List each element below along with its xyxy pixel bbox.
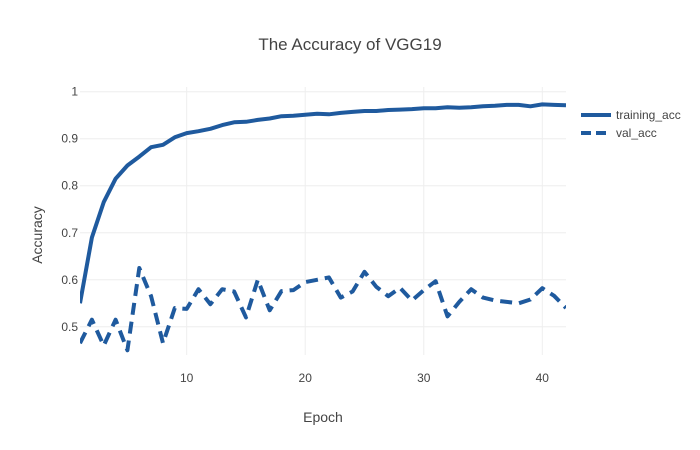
x-tick-label: 30 [417, 371, 431, 385]
legend-label: val_acc [616, 126, 657, 140]
x-tick-label: 20 [299, 371, 313, 385]
y-tick-label: 0.8 [61, 179, 78, 193]
y-tick-label: 0.5 [61, 320, 78, 334]
axis-ticks: 0.5 0.6 0.7 0.8 0.9 1 10 20 30 40 [61, 85, 549, 385]
y-tick-label: 0.7 [61, 226, 78, 240]
plot-area [80, 102, 566, 353]
y-axis-title: Accuracy [29, 206, 45, 264]
x-tick-label: 10 [180, 371, 194, 385]
chart-title: The Accuracy of VGG19 [258, 35, 441, 54]
y-tick-label: 0.9 [61, 132, 78, 146]
y-tick-label: 1 [71, 85, 78, 99]
legend: training_acc val_acc [581, 108, 681, 140]
series-line-val-acc [80, 266, 566, 353]
y-tick-label: 0.6 [61, 273, 78, 287]
gridlines [80, 87, 566, 355]
legend-label: training_acc [616, 108, 681, 122]
x-tick-label: 40 [536, 371, 550, 385]
x-axis-title: Epoch [303, 409, 343, 425]
series-line-training-acc [80, 102, 566, 304]
